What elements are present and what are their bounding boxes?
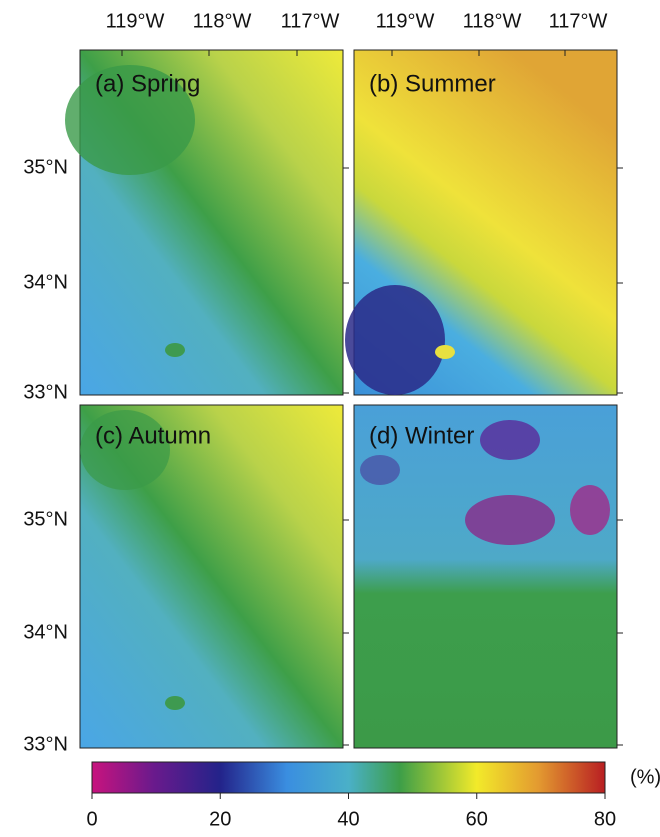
lon-label: 118°W bbox=[463, 10, 522, 32]
colorbar-tick-label: 60 bbox=[466, 808, 488, 830]
lat-label: 34°N bbox=[23, 621, 68, 643]
panel-b: (b) Summer bbox=[345, 49, 618, 396]
panel-label: (b) Summer bbox=[369, 70, 496, 97]
panel-label: (a) Spring bbox=[95, 70, 200, 97]
colorbar-tick-label: 0 bbox=[86, 808, 97, 830]
lon-label: 119°W bbox=[106, 10, 165, 32]
lat-label: 33°N bbox=[23, 381, 68, 403]
panel-d: (d) Winter bbox=[353, 404, 618, 749]
colorbar bbox=[91, 761, 606, 794]
lon-label: 117°W bbox=[281, 10, 340, 32]
panel-a: (a) Spring bbox=[65, 49, 344, 396]
colorbar-tick-label: 40 bbox=[337, 808, 359, 830]
colorbar-tick-label: 80 bbox=[594, 808, 616, 830]
lat-label: 34°N bbox=[23, 271, 68, 293]
lon-label: 118°W bbox=[193, 10, 252, 32]
panel-label: (d) Winter bbox=[369, 422, 474, 449]
colorbar-unit: (%) bbox=[630, 766, 660, 788]
lat-label: 33°N bbox=[23, 733, 68, 755]
panel-c: (c) Autumn bbox=[79, 404, 344, 749]
panel-label: (c) Autumn bbox=[95, 422, 211, 449]
lon-label: 117°W bbox=[549, 10, 608, 32]
lat-label: 35°N bbox=[23, 508, 68, 530]
lat-label: 35°N bbox=[23, 156, 68, 178]
colorbar-tick-label: 20 bbox=[209, 808, 231, 830]
lon-label: 119°W bbox=[376, 10, 435, 32]
